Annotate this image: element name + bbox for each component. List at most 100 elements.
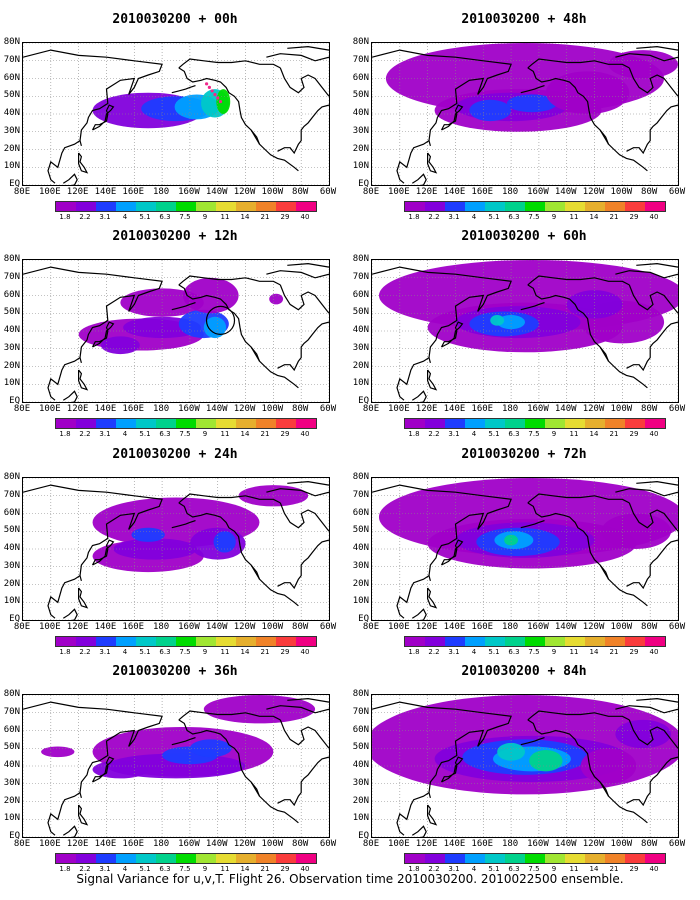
colorbar-level-label: 5.1 [488, 213, 500, 221]
coastline [178, 710, 281, 721]
longitude-label: 140W [205, 404, 228, 414]
colorbar-level-label: 29 [629, 648, 639, 656]
longitude-label: 140W [554, 404, 577, 414]
panel-title: 2010030200 + 12h [112, 229, 238, 244]
latitude-label: 60N [3, 289, 20, 300]
colorbar-level-label: 4 [122, 430, 128, 438]
latitude-label: 30N [3, 125, 20, 136]
colorbar-level-label: 9 [202, 430, 208, 438]
colorbar-level-label: 29 [280, 648, 290, 656]
variance-contour [504, 534, 519, 546]
map-panel [371, 42, 679, 186]
longitude-label: 180 [152, 187, 170, 197]
coastline [427, 587, 438, 609]
colorbar-swatch [485, 854, 505, 863]
colorbar-level-label: 2.2 [428, 430, 440, 438]
colorbar-level-label: 14 [589, 430, 599, 438]
colorbar-swatch [525, 202, 545, 211]
colorbar-level-label: 21 [260, 648, 270, 656]
variance-map [23, 695, 329, 837]
latitude-label: 10N [352, 813, 369, 824]
coastline [527, 275, 630, 286]
variance-contour [182, 277, 239, 314]
longitude-label: 100E [387, 404, 410, 414]
coastline [615, 53, 678, 62]
colorbar-swatch [625, 637, 645, 646]
longitude-label: 100E [387, 839, 410, 849]
colorbar-level-label: 9 [202, 213, 208, 221]
colorbar-swatch [276, 854, 296, 863]
coastline [599, 564, 610, 580]
latitude-label: 50N [3, 90, 20, 101]
coastline [527, 284, 648, 389]
coastline [78, 587, 89, 609]
longitude-label: 120W [582, 187, 605, 197]
coastline [78, 152, 89, 174]
latitude-label: 30N [352, 125, 369, 136]
longitude-label: 140E [94, 404, 117, 414]
longitude-label: 80W [292, 622, 309, 632]
longitude-label: 120E [415, 622, 438, 632]
colorbar-swatch [276, 637, 296, 646]
colorbar [404, 201, 666, 212]
coastline [91, 104, 115, 131]
latitude-label: EQ [9, 179, 20, 189]
colorbar-level-label: 3.1 [448, 213, 460, 221]
colorbar-level-label: 40 [649, 213, 659, 221]
longitude-label: 120E [66, 404, 89, 414]
colorbar-level-label: 1.8 [408, 430, 420, 438]
colorbar-swatch [56, 637, 76, 646]
colorbar-level-label: 2.2 [428, 648, 440, 656]
latitude-label: 40N [3, 543, 20, 553]
colorbar-level-label: 11 [220, 430, 230, 438]
variance-contour [506, 94, 557, 113]
colorbar-level-label: 5.1 [139, 865, 151, 873]
colorbar-level-label: 40 [300, 430, 310, 438]
variance-contour [497, 315, 525, 330]
longitude-label: 140E [94, 839, 117, 849]
coastline [440, 756, 464, 783]
latitude-label: 60N [352, 507, 369, 518]
colorbar-swatch [296, 854, 316, 863]
longitude-label: 160W [178, 404, 200, 414]
latitude-label: 50N [3, 742, 20, 753]
latitude-label: 80N [352, 37, 369, 47]
longitude-label: 180 [501, 404, 519, 414]
map-panel [22, 694, 330, 838]
coastline [171, 737, 196, 746]
colorbar-swatch [256, 854, 276, 863]
colorbar-level-label: 1.8 [59, 213, 71, 221]
colorbar-swatch [645, 637, 665, 646]
longitude-label: 100E [38, 187, 61, 197]
longitude-label: 120W [233, 404, 256, 414]
colorbar-level-label: 7.5 [179, 865, 191, 873]
coastline [527, 58, 630, 69]
longitude-label: 60W [319, 839, 337, 849]
latitude-label: EQ [358, 396, 369, 406]
colorbar [55, 418, 317, 429]
flight-track-point [213, 92, 217, 97]
coastline [79, 140, 82, 147]
coastline [79, 357, 82, 364]
colorbar-swatch [156, 419, 176, 428]
longitude-label: 140E [443, 839, 466, 849]
colorbar-swatch [176, 854, 196, 863]
longitude-label: 140W [205, 839, 228, 849]
longitude-label: 180 [152, 839, 170, 849]
coastline [428, 357, 431, 364]
coastline [615, 705, 678, 714]
longitude-label: 120E [66, 187, 89, 197]
coastline [599, 129, 610, 145]
colorbar [404, 636, 666, 647]
colorbar-level-label: 6.3 [508, 648, 520, 656]
colorbar-level-label: 21 [609, 648, 619, 656]
longitude-label: 160E [122, 839, 145, 849]
coastline [23, 266, 163, 401]
longitude-label: 60W [668, 404, 686, 414]
variance-map [372, 478, 678, 620]
coastline [636, 480, 678, 486]
colorbar-swatch [605, 202, 625, 211]
colorbar-level-label: 6.3 [508, 213, 520, 221]
coastline [372, 49, 512, 184]
coastline [91, 321, 115, 348]
